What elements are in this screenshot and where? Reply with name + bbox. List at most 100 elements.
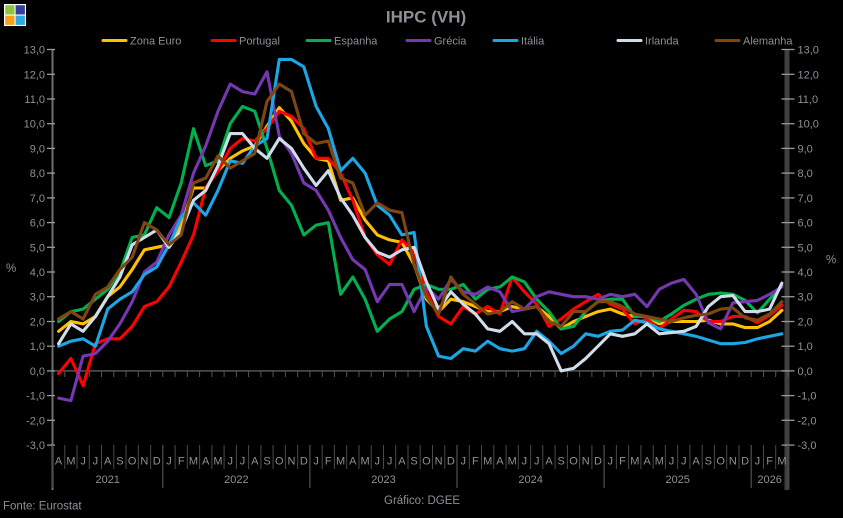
svg-text:3,0: 3,0 bbox=[30, 292, 45, 304]
svg-text:2024: 2024 bbox=[518, 474, 542, 486]
svg-text:J: J bbox=[755, 456, 761, 468]
svg-text:2023: 2023 bbox=[371, 474, 395, 486]
svg-text:Alemanha: Alemanha bbox=[743, 36, 793, 48]
svg-text:1,0: 1,0 bbox=[798, 341, 813, 353]
svg-text:J: J bbox=[460, 456, 466, 468]
svg-text:4,0: 4,0 bbox=[798, 267, 813, 279]
svg-text:M: M bbox=[630, 456, 639, 468]
svg-text:2022: 2022 bbox=[224, 474, 248, 486]
svg-text:D: D bbox=[300, 456, 308, 468]
svg-text:11,0: 11,0 bbox=[24, 94, 45, 106]
svg-text:S: S bbox=[263, 456, 270, 468]
svg-text:IHPC (VH): IHPC (VH) bbox=[386, 8, 466, 27]
svg-text:J: J bbox=[240, 456, 246, 468]
svg-text:D: D bbox=[741, 456, 749, 468]
svg-text:M: M bbox=[213, 456, 222, 468]
svg-text:2,0: 2,0 bbox=[30, 317, 45, 329]
svg-text:A: A bbox=[104, 456, 112, 468]
svg-text:S: S bbox=[116, 456, 123, 468]
svg-text:F: F bbox=[766, 456, 773, 468]
svg-text:M: M bbox=[483, 456, 492, 468]
svg-text:J: J bbox=[387, 456, 393, 468]
svg-text:-2,0: -2,0 bbox=[798, 415, 817, 427]
svg-text:Zona Euro: Zona Euro bbox=[130, 36, 181, 48]
svg-text:O: O bbox=[569, 456, 578, 468]
svg-text:Gráfico: DGEE: Gráfico: DGEE bbox=[384, 495, 460, 507]
svg-text:0,0: 0,0 bbox=[798, 366, 813, 378]
svg-text:A: A bbox=[55, 456, 63, 468]
svg-text:N: N bbox=[729, 456, 737, 468]
svg-text:5,0: 5,0 bbox=[798, 242, 813, 254]
svg-text:9,0: 9,0 bbox=[30, 143, 45, 155]
svg-text:2026: 2026 bbox=[757, 474, 781, 486]
svg-text:M: M bbox=[655, 456, 664, 468]
svg-text:O: O bbox=[716, 456, 725, 468]
svg-text:8,0: 8,0 bbox=[798, 168, 813, 180]
svg-text:8,0: 8,0 bbox=[30, 168, 45, 180]
svg-text:A: A bbox=[251, 456, 259, 468]
svg-text:J: J bbox=[227, 456, 233, 468]
svg-text:Espanha: Espanha bbox=[334, 36, 378, 48]
svg-text:10,0: 10,0 bbox=[24, 119, 45, 131]
svg-text:O: O bbox=[422, 456, 431, 468]
svg-text:M: M bbox=[508, 456, 517, 468]
svg-text:9,0: 9,0 bbox=[798, 143, 813, 155]
svg-text:13,0: 13,0 bbox=[24, 45, 45, 57]
svg-text:J: J bbox=[166, 456, 172, 468]
svg-text:M: M bbox=[777, 456, 786, 468]
svg-text:Irlanda: Irlanda bbox=[645, 36, 680, 48]
svg-text:-3,0: -3,0 bbox=[798, 440, 817, 452]
svg-text:J: J bbox=[681, 456, 687, 468]
svg-text:6,0: 6,0 bbox=[30, 218, 45, 230]
svg-text:S: S bbox=[705, 456, 712, 468]
svg-text:S: S bbox=[558, 456, 565, 468]
svg-text:J: J bbox=[375, 456, 381, 468]
svg-text:Fonte: Eurostat: Fonte: Eurostat bbox=[3, 501, 82, 513]
svg-text:2,0: 2,0 bbox=[798, 317, 813, 329]
svg-text:Portugal: Portugal bbox=[239, 36, 280, 48]
svg-text:M: M bbox=[336, 456, 345, 468]
svg-text:7,0: 7,0 bbox=[30, 193, 45, 205]
svg-text:J: J bbox=[534, 456, 540, 468]
svg-text:13,0: 13,0 bbox=[798, 45, 819, 57]
svg-text:J: J bbox=[669, 456, 675, 468]
svg-text:Itália: Itália bbox=[521, 36, 545, 48]
svg-text:A: A bbox=[496, 456, 504, 468]
svg-text:J: J bbox=[522, 456, 528, 468]
svg-text:M: M bbox=[189, 456, 198, 468]
svg-text:-1,0: -1,0 bbox=[798, 391, 817, 403]
svg-text:A: A bbox=[692, 456, 700, 468]
svg-text:A: A bbox=[643, 456, 651, 468]
svg-text:0,0: 0,0 bbox=[30, 366, 45, 378]
svg-text:12,0: 12,0 bbox=[24, 69, 45, 81]
svg-text:-1,0: -1,0 bbox=[26, 391, 45, 403]
svg-text:A: A bbox=[545, 456, 553, 468]
svg-text:12,0: 12,0 bbox=[798, 69, 819, 81]
svg-text:F: F bbox=[472, 456, 479, 468]
svg-text:S: S bbox=[410, 456, 417, 468]
svg-text:5,0: 5,0 bbox=[30, 242, 45, 254]
svg-text:F: F bbox=[178, 456, 185, 468]
svg-text:F: F bbox=[325, 456, 332, 468]
svg-text:A: A bbox=[349, 456, 357, 468]
svg-text:J: J bbox=[93, 456, 99, 468]
svg-text:10,0: 10,0 bbox=[798, 119, 819, 131]
svg-text:D: D bbox=[447, 456, 455, 468]
svg-text:J: J bbox=[80, 456, 86, 468]
svg-text:4,0: 4,0 bbox=[30, 267, 45, 279]
svg-text:J: J bbox=[313, 456, 319, 468]
svg-text:2021: 2021 bbox=[95, 474, 119, 486]
svg-text:J: J bbox=[608, 456, 614, 468]
svg-text:%: % bbox=[6, 263, 16, 275]
svg-text:A: A bbox=[202, 456, 210, 468]
svg-text:F: F bbox=[619, 456, 626, 468]
svg-text:7,0: 7,0 bbox=[798, 193, 813, 205]
svg-text:11,0: 11,0 bbox=[798, 94, 819, 106]
svg-text:O: O bbox=[128, 456, 137, 468]
svg-text:M: M bbox=[361, 456, 370, 468]
svg-text:1,0: 1,0 bbox=[30, 341, 45, 353]
svg-text:N: N bbox=[288, 456, 296, 468]
svg-text:%: % bbox=[826, 255, 836, 267]
svg-text:-2,0: -2,0 bbox=[26, 415, 45, 427]
svg-text:M: M bbox=[66, 456, 75, 468]
